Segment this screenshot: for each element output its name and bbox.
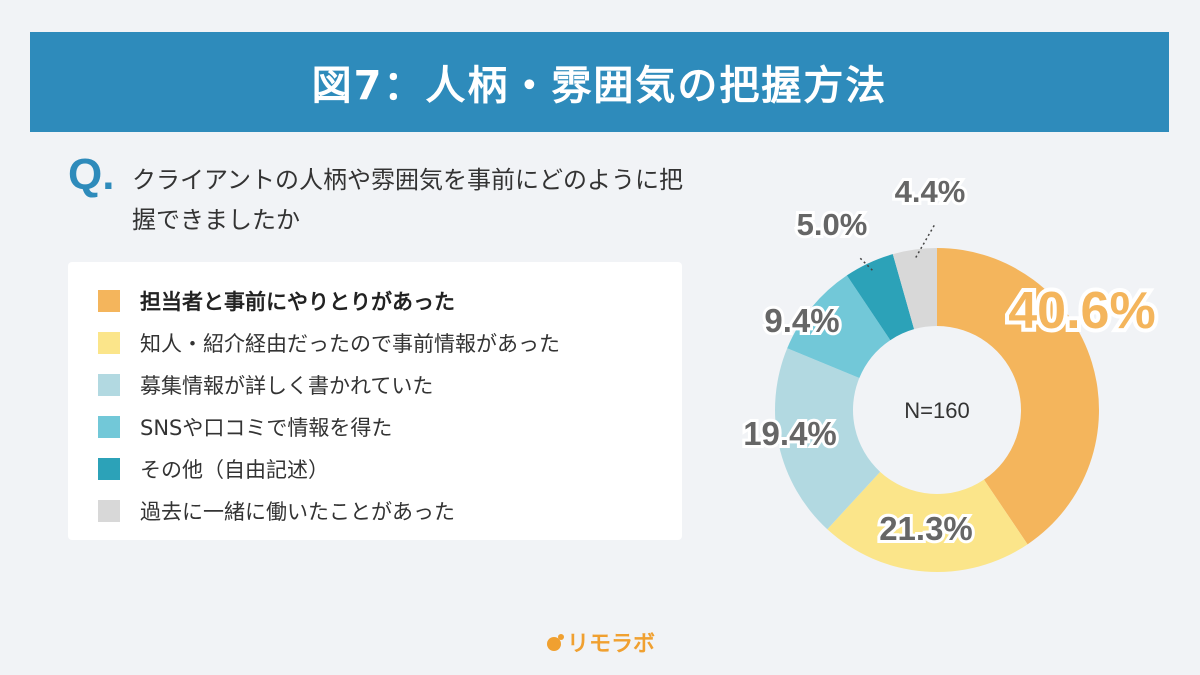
legend-item-2: 募集情報が詳しく書かれていた — [98, 364, 682, 406]
data-label-0: 40.6% — [1008, 282, 1155, 340]
data-label-1: 21.3% — [879, 510, 973, 547]
data-label-3: 9.4% — [764, 302, 839, 339]
legend-item-4: その他（自由記述） — [98, 448, 682, 490]
donut-slice-1 — [827, 471, 1028, 572]
legend-label-2: 募集情報が詳しく書かれていた — [140, 374, 434, 398]
legend-item-1: 知人・紹介経由だったので事前情報があった — [98, 322, 682, 364]
legend-swatch-1 — [98, 332, 120, 354]
legend-label-1: 知人・紹介経由だったので事前情報があった — [140, 332, 560, 356]
donut-slice-4 — [846, 254, 915, 341]
legend-swatch-3 — [98, 416, 120, 438]
legend-item-0: 担当者と事前にやりとりがあった — [98, 280, 682, 322]
data-label-4: 5.0% — [797, 207, 868, 242]
donut-slice-2 — [775, 348, 881, 530]
leader-line-5 — [915, 223, 936, 258]
legend-label-0: 担当者と事前にやりとりがあった — [140, 290, 455, 314]
center-label: N=160 — [904, 398, 969, 423]
legend: 担当者と事前にやりとりがあった 知人・紹介経由だったので事前情報があった 募集情… — [68, 262, 682, 540]
legend-swatch-5 — [98, 500, 120, 522]
legend-swatch-4 — [98, 458, 120, 480]
slice-group — [775, 248, 1099, 572]
legend-label-3: SNSや口コミで情報を得た — [140, 416, 393, 440]
data-label-5: 4.4% — [895, 174, 966, 209]
legend-item-3: SNSや口コミで情報を得た — [98, 406, 682, 448]
donut-slice-0 — [937, 248, 1099, 545]
question-text: クライアントの人柄や雰囲気を事前にどのように把握できましたか — [132, 166, 684, 234]
legend-label-4: その他（自由記述） — [140, 458, 329, 482]
donut-slice-5 — [892, 248, 937, 330]
legend-swatch-0 — [98, 290, 120, 312]
data-label-2: 19.4% — [743, 415, 837, 452]
chart-title: 図7：人柄・雰囲気の把握方法 — [311, 63, 888, 109]
brand-name: リモラボ — [566, 632, 655, 657]
legend-item-5: 過去に一緒に働いたことがあった — [98, 490, 682, 532]
title-banner: 図7：人柄・雰囲気の把握方法 — [30, 32, 1169, 132]
brand-dot-icon — [546, 634, 564, 651]
legend-swatch-2 — [98, 374, 120, 396]
legend-label-5: 過去に一緒に働いたことがあった — [140, 500, 455, 524]
donut-chart: 40.6% 21.3% 19.4% 9.4% 5.0% 4.4% N=160 — [740, 171, 1160, 572]
question-mark: Q. — [68, 150, 115, 199]
donut-slice-3 — [787, 275, 891, 379]
label-group: 40.6% 21.3% 19.4% 9.4% 5.0% 4.4% — [740, 171, 1160, 550]
brand-logo: リモラボ — [0, 626, 1200, 658]
